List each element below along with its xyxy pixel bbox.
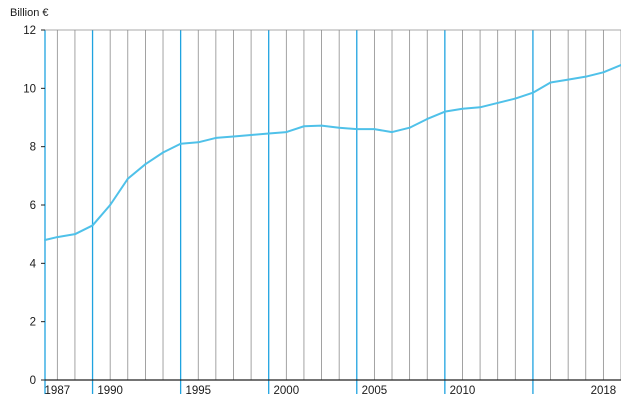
y-tick-label: 4 [30,258,37,270]
data-point [109,204,112,206]
y-tick-label: 0 [30,375,36,387]
data-point [496,101,499,104]
data-point [267,132,270,135]
data-point [531,91,534,94]
data-point [391,131,394,134]
data-point [91,224,94,227]
data-point [355,128,358,131]
series-layer [44,64,621,241]
data-point [567,78,570,81]
data-point [214,136,217,139]
x-tick-label: 1995 [185,385,211,397]
y-tick-label: 6 [30,200,36,212]
data-point [408,126,411,129]
data-point [443,110,446,113]
data-point [197,141,200,144]
data-point [232,135,235,138]
data-point [338,126,341,129]
y-tick-label: 12 [23,25,36,37]
data-point [179,142,182,145]
data-point [479,106,482,109]
x-axis: 1987 1990 1995 2000 2005 2010 2018 [45,379,621,397]
y-tick-label: 10 [23,83,36,95]
x-tick-label: 2005 [362,385,388,397]
data-point [126,177,129,180]
series-line [44,64,621,241]
data-point [73,233,76,236]
y-axis-label: Billion € [10,7,49,19]
data-point [549,81,552,84]
data-point [250,134,253,136]
x-tick-label: 1987 [45,385,71,397]
x-tick-label: 2018 [591,385,617,397]
data-point [144,163,147,166]
y-tick-label: 2 [30,317,36,329]
y-tick-label: 8 [30,142,36,154]
grid [44,29,621,394]
data-point [56,236,59,239]
data-point [44,239,46,241]
data-point [426,117,429,120]
x-tick-label: 2010 [450,385,476,397]
x-tick-label: 1990 [97,385,123,397]
data-point [461,107,464,110]
data-point [584,75,587,78]
data-point [602,71,605,74]
data-point [162,151,165,154]
y-axis: 0 2 4 6 8 10 12 [23,25,45,387]
data-point [514,97,517,100]
data-point [285,131,288,134]
x-tick-label: 2000 [274,385,300,397]
data-point [320,124,323,127]
data-point [373,128,376,131]
data-point [302,125,305,128]
